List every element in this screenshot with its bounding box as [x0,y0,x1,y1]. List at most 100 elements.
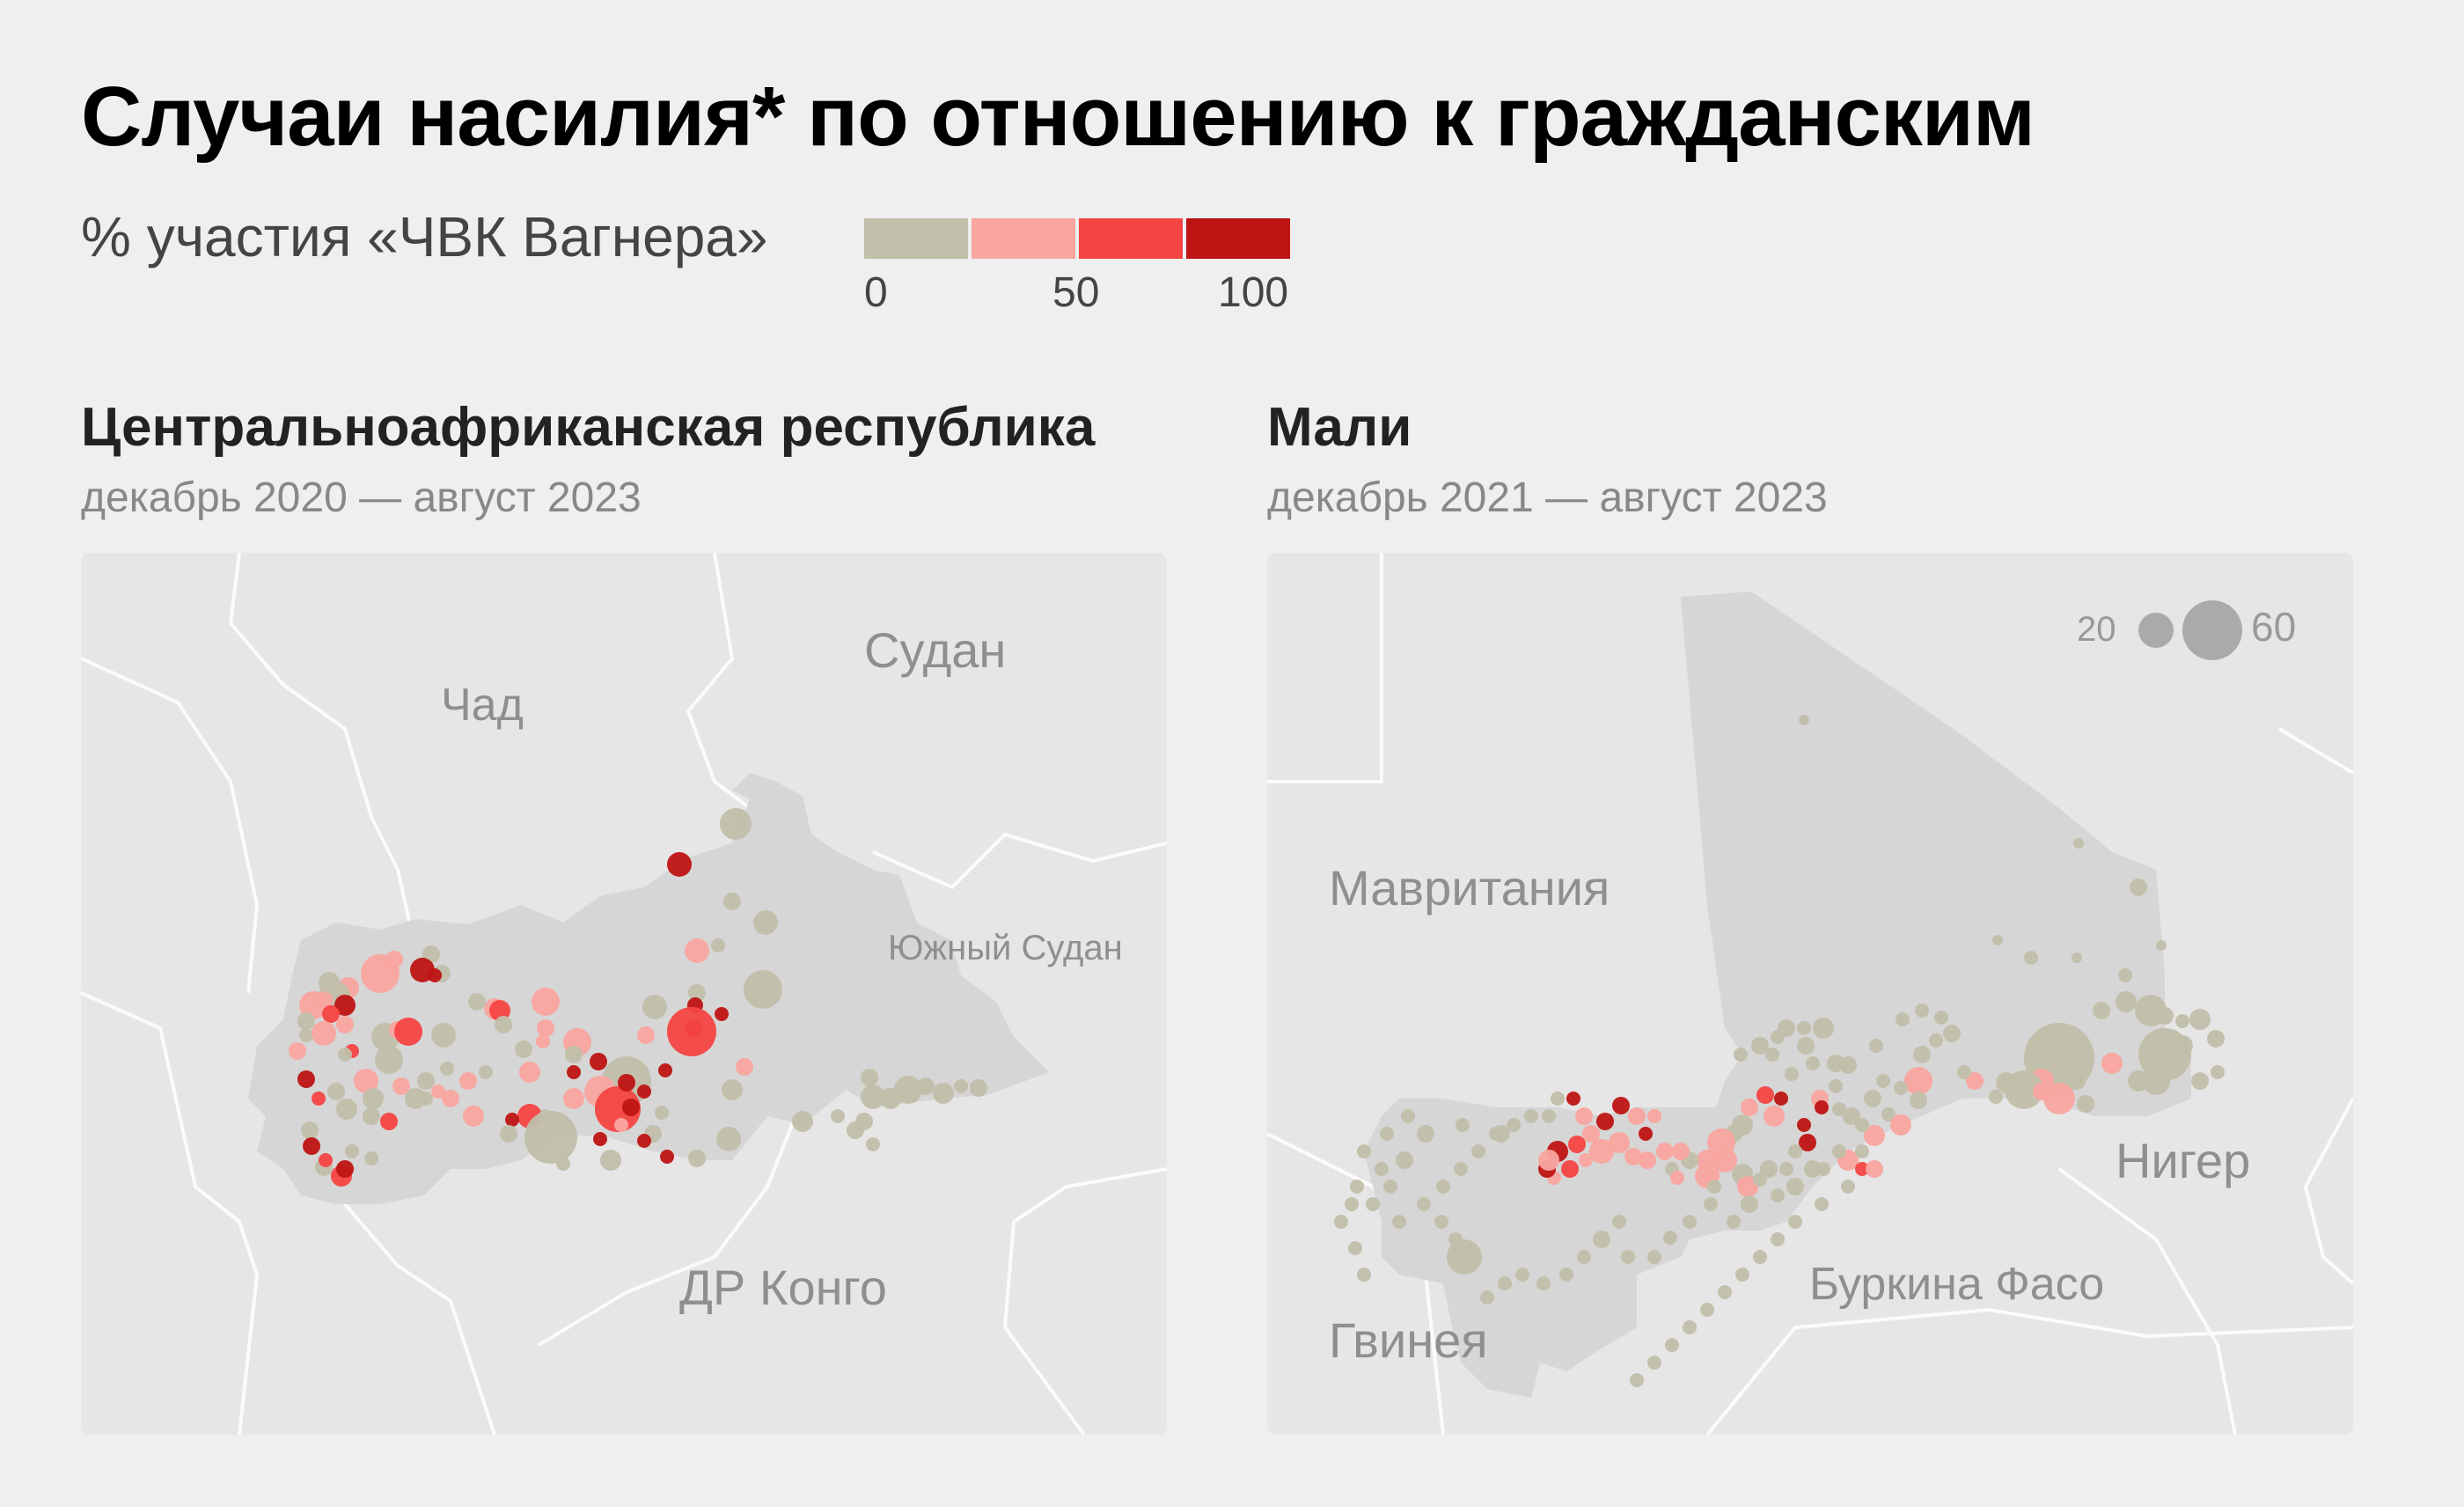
event-dot [364,1151,378,1165]
event-dot [463,1106,484,1127]
event-dot [1992,935,2003,945]
legend-segment-1 [972,218,1075,259]
map-period-car: декабрь 2020 — август 2023 [81,474,642,521]
event-dot [2172,1035,2193,1056]
event-dot [2005,1070,2043,1109]
event-dot [1734,1048,1748,1062]
event-dot [539,1109,553,1123]
event-dot [319,1153,333,1167]
event-dot [622,1099,640,1116]
mali-country-shape [1364,592,2191,1398]
event-dot [716,1127,741,1151]
event-dot [319,972,340,993]
event-dot [1890,1114,1911,1136]
event-dot [567,1065,581,1079]
event-dot [2189,1009,2211,1030]
size-legend-large-label: 60 [2251,604,2296,650]
event-dot [1448,1232,1463,1246]
country-label-burkina-faso: Буркина Фасо [1809,1259,2104,1310]
event-dot [392,1077,410,1095]
event-dot [1471,1144,1485,1158]
event-dot [655,1106,669,1120]
event-dot [1815,1100,1829,1114]
event-dot [1647,1250,1661,1264]
event-dot [489,1000,510,1021]
event-dot [1929,1033,1943,1048]
map-panel-mali: Мавритания Нигер Буркина Фасо Гвинея 20 … [1267,553,2353,1435]
event-dot [2130,878,2147,896]
event-dot [2068,1072,2086,1090]
event-dot [1401,1109,1415,1123]
event-dot [1915,1003,1929,1018]
event-dot [1806,1056,1820,1070]
event-dot [1612,1097,1630,1114]
event-dot [1392,1215,1406,1229]
event-dot [1843,1107,1860,1125]
event-dot [468,993,486,1011]
event-dot [1647,1356,1661,1370]
event-dot [722,1079,743,1100]
event-dot [2093,1002,2110,1019]
size-legend: 20 60 [2077,600,2296,660]
event-dot [299,1028,313,1042]
event-dot [431,1023,456,1048]
event-dot [1735,1268,1749,1282]
event-dot [1454,1162,1468,1176]
event-dot [1989,1090,2003,1104]
event-dot [1855,1144,1869,1158]
mali-map: Мавритания Нигер Буркина Фасо Гвинея 20 … [1267,553,2353,1435]
event-dot [1396,1151,1413,1169]
event-dot [1741,1099,1758,1116]
event-dot [1737,1176,1758,1197]
event-dot [303,1137,320,1155]
event-dot [1712,1148,1737,1173]
event-dot [417,1072,435,1090]
event-dot [1589,1139,1614,1164]
event-dot [1756,1086,1774,1104]
event-dot [363,1107,380,1125]
event-dot [1447,1239,1482,1275]
event-dot [1700,1303,1714,1317]
event-dot [600,1150,621,1171]
event-dot [1366,1197,1380,1211]
event-dot [363,1088,384,1109]
event-dot [723,893,741,910]
event-dot [301,1121,319,1139]
event-dot [667,852,692,877]
event-dot [1799,1134,1816,1151]
event-dot [590,1053,607,1070]
event-dot [1797,1118,1811,1132]
event-dot [405,1088,426,1109]
event-dot [667,1007,716,1056]
event-dot [711,938,725,952]
event-dot [1582,1125,1600,1143]
legend-tick-100: 100 [1218,269,1289,316]
event-dot [1864,1090,1881,1107]
event-dot [637,1026,655,1044]
event-dot [336,1099,357,1120]
event-dot [1536,1276,1551,1290]
event-dot [322,1005,340,1023]
event-dot [1832,1102,1846,1116]
event-dot [2211,1065,2225,1079]
event-dot [2073,838,2084,849]
event-dot [1670,1171,1684,1185]
event-dot [431,1084,445,1099]
event-dot [1866,1160,1883,1178]
event-dot [1913,1046,1931,1063]
event-dot [2116,991,2137,1012]
event-dot [1609,1132,1630,1153]
event-dot [1966,1072,1984,1090]
event-dot [1559,1268,1573,1282]
event-dot [715,1007,729,1021]
event-dots-car [289,808,987,1187]
event-dot [1753,1250,1767,1264]
event-dot [1894,1081,1908,1095]
event-dot [1647,1109,1661,1123]
event-dot [1561,1160,1579,1178]
event-dot [618,1074,635,1092]
event-dot [1704,1197,1718,1211]
event-dot [637,1134,651,1148]
event-dot [380,1113,398,1130]
event-dot [1896,1012,1910,1026]
